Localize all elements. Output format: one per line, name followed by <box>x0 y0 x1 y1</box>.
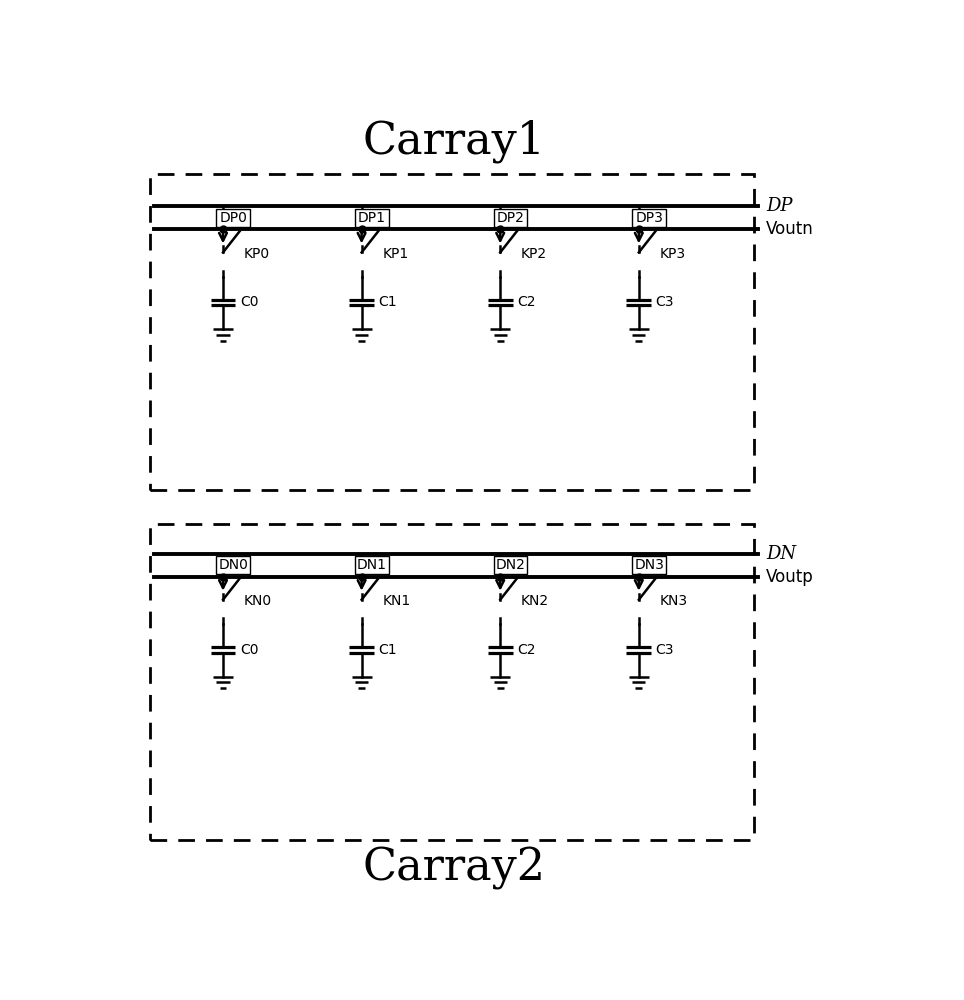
Text: C1: C1 <box>379 295 397 309</box>
Text: DP2: DP2 <box>496 211 524 225</box>
Bar <box>149 174 754 490</box>
Bar <box>494 556 527 574</box>
Text: DP: DP <box>765 197 792 215</box>
Text: KN2: KN2 <box>521 594 549 608</box>
Bar <box>149 524 754 840</box>
Text: C0: C0 <box>240 643 258 657</box>
Text: DN: DN <box>765 545 796 563</box>
Bar <box>216 209 251 227</box>
Text: KN0: KN0 <box>244 594 272 608</box>
Text: DP3: DP3 <box>635 211 663 225</box>
Text: Voutn: Voutn <box>765 220 814 238</box>
Text: KP1: KP1 <box>383 247 409 261</box>
Bar <box>632 209 666 227</box>
Text: KN3: KN3 <box>659 594 687 608</box>
Text: Carray1: Carray1 <box>362 120 546 163</box>
Text: C3: C3 <box>656 643 674 657</box>
Text: C1: C1 <box>379 643 397 657</box>
Bar <box>494 209 527 227</box>
Bar <box>632 556 666 574</box>
Text: C2: C2 <box>517 643 536 657</box>
Text: C0: C0 <box>240 295 258 309</box>
Bar <box>355 209 388 227</box>
Text: DN0: DN0 <box>219 558 249 572</box>
Bar <box>355 556 388 574</box>
Text: DP1: DP1 <box>358 211 386 225</box>
Text: DP0: DP0 <box>220 211 247 225</box>
Text: KP3: KP3 <box>659 247 685 261</box>
Text: C3: C3 <box>656 295 674 309</box>
Text: C2: C2 <box>517 295 536 309</box>
Bar <box>216 556 251 574</box>
Text: Voutp: Voutp <box>765 568 814 586</box>
Text: KN1: KN1 <box>383 594 411 608</box>
Text: DN2: DN2 <box>495 558 525 572</box>
Text: KP0: KP0 <box>244 247 270 261</box>
Text: KP2: KP2 <box>521 247 548 261</box>
Text: DN3: DN3 <box>634 558 664 572</box>
Text: DN1: DN1 <box>357 558 387 572</box>
Text: Carray2: Carray2 <box>362 847 546 890</box>
